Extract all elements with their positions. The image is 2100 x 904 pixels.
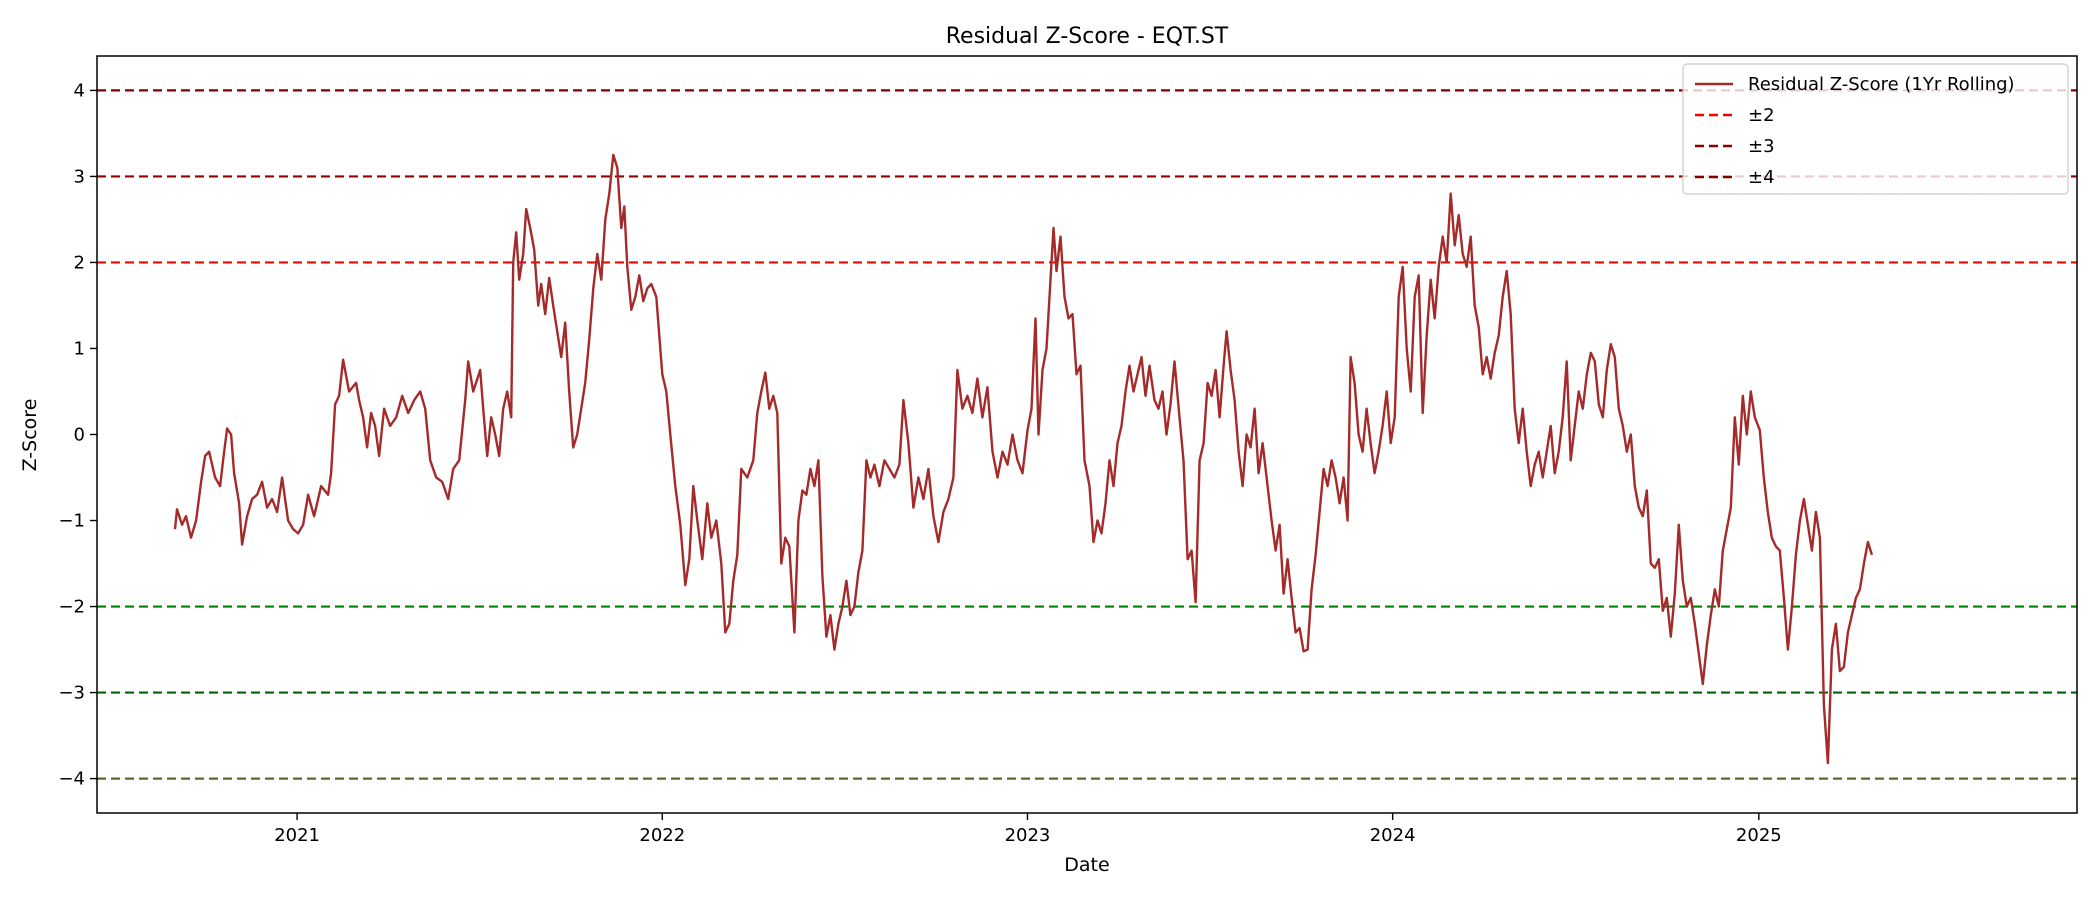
y-axis-label: Z-Score xyxy=(19,399,41,472)
series-layer xyxy=(173,153,1874,765)
y-tick-label: 3 xyxy=(74,166,85,187)
y-tick-label: −2 xyxy=(58,597,85,618)
legend-box xyxy=(1682,63,2069,195)
series-line-residual-zscore xyxy=(173,153,1874,765)
x-tick-label: 2024 xyxy=(1370,825,1416,846)
x-axis: 2021 2022 2023 2024 2025 xyxy=(274,813,1782,846)
chart-title: Residual Z-Score - EQT.ST xyxy=(946,24,1229,49)
x-tick-label: 2022 xyxy=(639,825,685,846)
legend: Residual Z-Score (1Yr Rolling) ±2 ±3 ±4 xyxy=(1682,63,2069,195)
y-tick-label: −4 xyxy=(58,769,85,790)
y-tick-label: 4 xyxy=(74,80,85,101)
x-axis-label: Date xyxy=(1064,854,1109,876)
x-tick-label: 2023 xyxy=(1005,825,1051,846)
y-tick-label: 1 xyxy=(74,338,85,359)
reference-lines xyxy=(97,89,2077,780)
x-tick-label: 2021 xyxy=(274,825,320,846)
legend-label: ±3 xyxy=(1748,136,1775,157)
legend-label: ±2 xyxy=(1748,105,1775,126)
legend-label: Residual Z-Score (1Yr Rolling) xyxy=(1748,74,2015,95)
y-tick-label: 2 xyxy=(74,252,85,273)
y-tick-label: −3 xyxy=(58,683,85,704)
x-tick-label: 2025 xyxy=(1736,825,1782,846)
y-tick-label: 0 xyxy=(74,425,85,446)
legend-label: ±4 xyxy=(1748,167,1775,188)
y-tick-label: −1 xyxy=(58,511,85,532)
y-axis: 4 3 2 1 0 −1 −2 −3 −4 xyxy=(58,80,97,790)
